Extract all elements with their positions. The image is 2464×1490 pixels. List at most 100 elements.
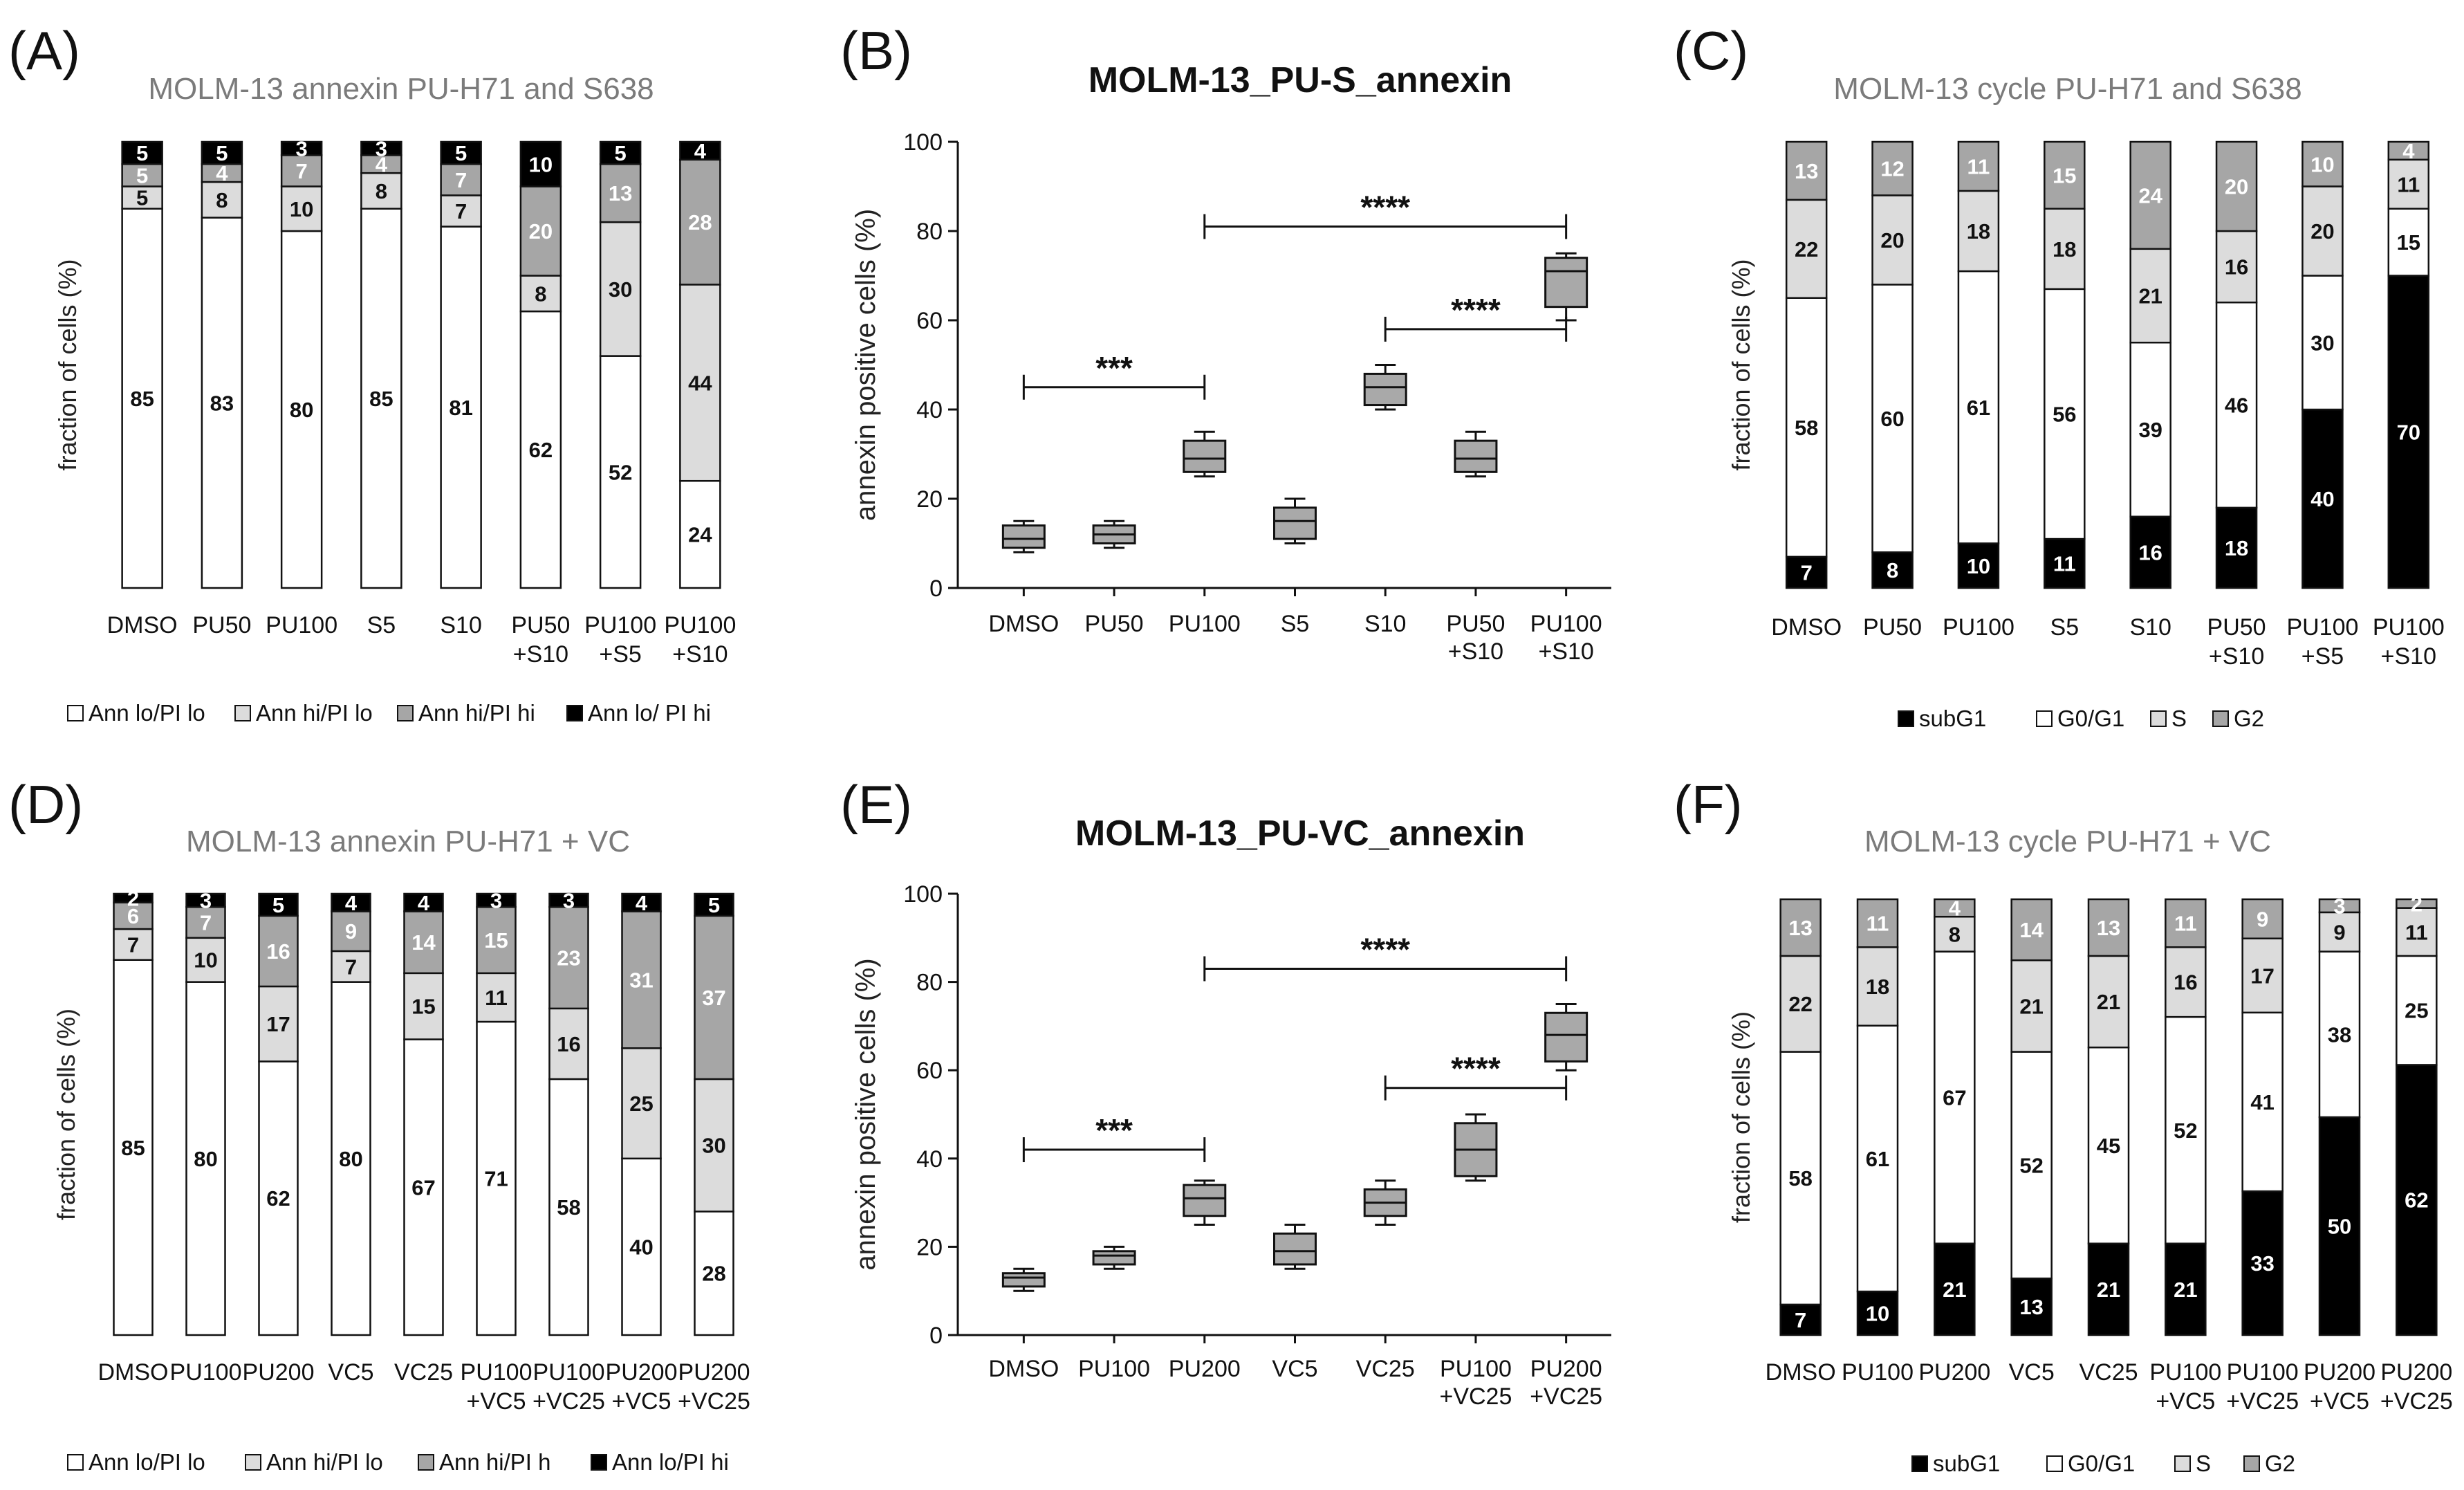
- legend-swatch: [2046, 1455, 2063, 1472]
- x-tick-label: PU50 +S10: [2207, 614, 2266, 670]
- data-label: 10: [529, 152, 553, 176]
- x-tick-label: S10: [440, 612, 482, 638]
- bar-segment: [2241, 1190, 2284, 1336]
- data-label: 31: [629, 968, 653, 992]
- y-axis-label: fraction of cells (%): [1727, 1011, 1755, 1223]
- y-axis-label: annexin positive cells (%): [851, 209, 881, 521]
- stacked-chart-3: MOLM-13 annexin PU-H71 + VC fraction of c…: [52, 825, 750, 1475]
- data-label: 11: [2397, 172, 2420, 196]
- panel-letter-4: (E): [840, 774, 912, 835]
- bar-segment: [2215, 140, 2258, 232]
- data-label: 33: [2250, 1251, 2274, 1276]
- bar-segment: [1785, 140, 1828, 201]
- data-label: 11: [1866, 912, 1889, 936]
- data-label: 62: [2405, 1188, 2428, 1213]
- box-iqr: [1001, 1272, 1046, 1288]
- bar-segment: [331, 950, 371, 983]
- bar-segment: [679, 158, 721, 286]
- x-tick-label: PU100: [266, 612, 337, 638]
- data-label: 16: [2138, 540, 2162, 564]
- data-label: 2: [2411, 892, 2423, 916]
- data-label: 14: [411, 930, 436, 955]
- x-tick-label: VC5: [2009, 1359, 2055, 1386]
- legend-swatch: [67, 1454, 84, 1471]
- data-label: 21: [1943, 1278, 1966, 1302]
- significance-label: ****: [1360, 931, 1410, 967]
- bar-segment: [2387, 140, 2430, 161]
- data-label: 18: [2225, 536, 2248, 560]
- bar-segment: [2129, 515, 2171, 589]
- bar-segment: [2396, 898, 2438, 909]
- bar-segment: [519, 140, 562, 187]
- bar-segment: [1779, 1303, 1822, 1336]
- bar-segment: [258, 1060, 299, 1336]
- data-label: 23: [557, 946, 580, 971]
- bar-segment: [519, 310, 562, 589]
- x-tick-label: PU100 +VC5: [461, 1359, 532, 1415]
- legend-swatch: [566, 705, 583, 721]
- x-tick-label: PU100 +VC25: [2226, 1359, 2299, 1415]
- box-iqr: [1092, 1250, 1136, 1266]
- data-label: 9: [345, 919, 357, 944]
- data-label: 85: [130, 387, 154, 411]
- data-label: 85: [369, 387, 393, 411]
- bar-segment: [331, 892, 371, 912]
- data-label: 7: [200, 910, 212, 935]
- bar-segment: [121, 140, 163, 165]
- x-tick-label: PU50 +S10: [1446, 611, 1505, 665]
- data-label: 11: [2174, 912, 2197, 936]
- y-tick-label: 20: [916, 1234, 943, 1260]
- box-iqr: [1544, 1011, 1588, 1063]
- legend-label: Ann hi/PI lo: [256, 700, 373, 726]
- data-label: 11: [2405, 920, 2428, 944]
- bar-segment: [258, 985, 299, 1063]
- data-label: 40: [629, 1235, 653, 1259]
- bar-segment: [2010, 1051, 2053, 1280]
- data-label: 4: [376, 152, 388, 176]
- data-label: 5: [136, 141, 148, 165]
- significance-label: ***: [1095, 1112, 1133, 1148]
- data-label: 67: [411, 1175, 435, 1199]
- data-label: 4: [345, 891, 358, 915]
- data-label: 10: [1866, 1302, 1889, 1326]
- data-label: 30: [702, 1134, 725, 1158]
- bar-segment: [2087, 1242, 2130, 1336]
- data-label: 25: [629, 1092, 653, 1116]
- bar-segment: [440, 163, 482, 196]
- box-iqr: [1454, 439, 1498, 473]
- bar-segment: [2010, 898, 2053, 962]
- legend-label: Ann hi/PI h: [439, 1449, 550, 1475]
- x-tick-label: PU200 +VC25: [678, 1359, 750, 1415]
- panel-letter-3: (D): [8, 774, 83, 835]
- significance-label: ***: [1095, 350, 1133, 386]
- x-tick-label: PU100 +S10: [1530, 611, 1602, 665]
- bar-segment: [1934, 950, 1976, 1244]
- data-label: 25: [2405, 999, 2428, 1023]
- x-tick-label: PU100: [1078, 1356, 1150, 1382]
- data-label: 9: [2333, 920, 2345, 944]
- bar-segment: [621, 910, 662, 1049]
- data-label: 20: [1880, 228, 1904, 252]
- significance-label: ****: [1451, 1051, 1501, 1087]
- x-tick-label: PU200 +VC25: [1530, 1356, 1602, 1410]
- bar-segment: [121, 185, 163, 210]
- x-tick-label: VC25: [1356, 1356, 1415, 1382]
- legend-swatch: [1898, 710, 1914, 727]
- bar-segment: [2215, 506, 2258, 589]
- data-label: 80: [194, 1147, 217, 1171]
- x-tick-label: S10: [2129, 614, 2171, 641]
- data-label: 61: [1967, 396, 1990, 420]
- bar-segment: [440, 226, 482, 589]
- bar-segment: [201, 163, 243, 183]
- panel-letter-0: (A): [8, 20, 80, 81]
- bar-segment: [201, 181, 243, 219]
- bar-segment: [2387, 158, 2430, 210]
- bar-segment: [1856, 898, 1899, 948]
- x-tick-label: DMSO: [1771, 614, 1842, 641]
- data-label: 21: [2097, 990, 2120, 1014]
- data-label: 28: [688, 210, 712, 234]
- bar-segment: [113, 959, 154, 1336]
- data-label: 17: [266, 1012, 290, 1036]
- data-label: 24: [2138, 183, 2162, 208]
